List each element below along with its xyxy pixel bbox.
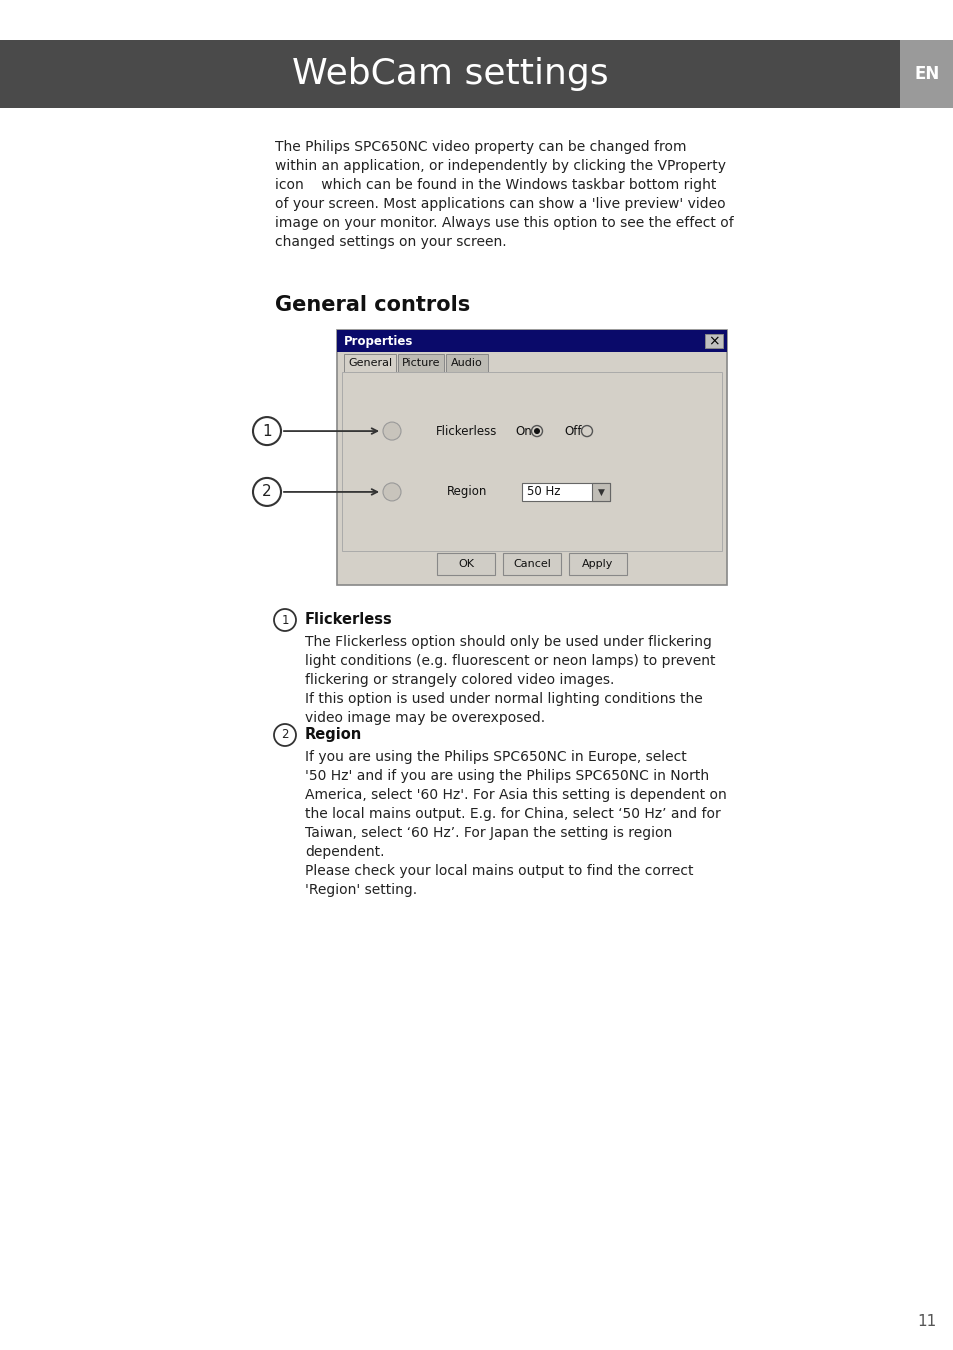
- Text: Cancel: Cancel: [513, 559, 551, 568]
- Text: EN: EN: [913, 65, 939, 82]
- FancyBboxPatch shape: [0, 40, 899, 108]
- Text: Off: Off: [564, 424, 581, 437]
- Text: WebCam settings: WebCam settings: [292, 57, 608, 90]
- Text: General controls: General controls: [274, 296, 470, 315]
- Text: 2: 2: [281, 729, 289, 741]
- Circle shape: [274, 609, 295, 630]
- Text: 2: 2: [262, 485, 272, 500]
- FancyBboxPatch shape: [568, 554, 626, 575]
- Text: OK: OK: [457, 559, 474, 568]
- FancyBboxPatch shape: [336, 329, 726, 585]
- Text: 1: 1: [262, 424, 272, 439]
- Circle shape: [274, 724, 295, 747]
- Text: Flickerless: Flickerless: [436, 424, 497, 437]
- FancyBboxPatch shape: [436, 554, 495, 575]
- FancyBboxPatch shape: [899, 40, 953, 108]
- FancyBboxPatch shape: [592, 483, 609, 501]
- FancyBboxPatch shape: [521, 483, 609, 501]
- Text: Region: Region: [305, 728, 362, 743]
- FancyBboxPatch shape: [446, 354, 488, 373]
- Text: Region: Region: [446, 486, 487, 498]
- Text: 1: 1: [281, 613, 289, 626]
- FancyBboxPatch shape: [341, 373, 721, 551]
- Circle shape: [253, 417, 281, 446]
- Text: Audio: Audio: [451, 358, 482, 369]
- Text: General: General: [348, 358, 392, 369]
- Text: 50 Hz: 50 Hz: [526, 486, 560, 498]
- FancyBboxPatch shape: [502, 554, 560, 575]
- Text: 11: 11: [917, 1315, 936, 1330]
- Text: Properties: Properties: [344, 335, 413, 347]
- Text: ×: ×: [707, 333, 720, 348]
- Circle shape: [534, 428, 539, 435]
- Circle shape: [253, 478, 281, 506]
- Text: ▼: ▼: [597, 487, 604, 497]
- Circle shape: [382, 483, 400, 501]
- Text: Picture: Picture: [401, 358, 439, 369]
- Circle shape: [382, 423, 400, 440]
- FancyBboxPatch shape: [344, 354, 395, 373]
- Text: If you are using the Philips SPC650NC in Europe, select
'50 Hz' and if you are u: If you are using the Philips SPC650NC in…: [305, 751, 726, 896]
- FancyBboxPatch shape: [336, 329, 726, 352]
- Text: Apply: Apply: [581, 559, 613, 568]
- Text: The Flickerless option should only be used under flickering
light conditions (e.: The Flickerless option should only be us…: [305, 634, 715, 725]
- Text: The Philips SPC650NC video property can be changed from
within an application, o: The Philips SPC650NC video property can …: [274, 140, 733, 248]
- FancyBboxPatch shape: [397, 354, 443, 373]
- Text: On: On: [515, 424, 532, 437]
- Text: Flickerless: Flickerless: [305, 613, 393, 628]
- FancyBboxPatch shape: [704, 333, 722, 348]
